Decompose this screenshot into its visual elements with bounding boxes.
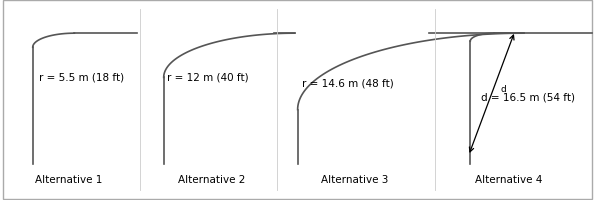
Text: r = 14.6 m (48 ft): r = 14.6 m (48 ft): [302, 78, 394, 88]
Text: Alternative 3: Alternative 3: [320, 174, 388, 184]
Text: d = 16.5 m (54 ft): d = 16.5 m (54 ft): [481, 92, 575, 102]
Text: Alternative 4: Alternative 4: [475, 174, 542, 184]
Text: r = 12 m (40 ft): r = 12 m (40 ft): [167, 72, 248, 82]
Text: Alternative 2: Alternative 2: [178, 174, 245, 184]
Text: d: d: [500, 85, 506, 94]
Text: Alternative 1: Alternative 1: [35, 174, 102, 184]
FancyBboxPatch shape: [3, 1, 592, 199]
Text: r = 5.5 m (18 ft): r = 5.5 m (18 ft): [38, 72, 124, 82]
